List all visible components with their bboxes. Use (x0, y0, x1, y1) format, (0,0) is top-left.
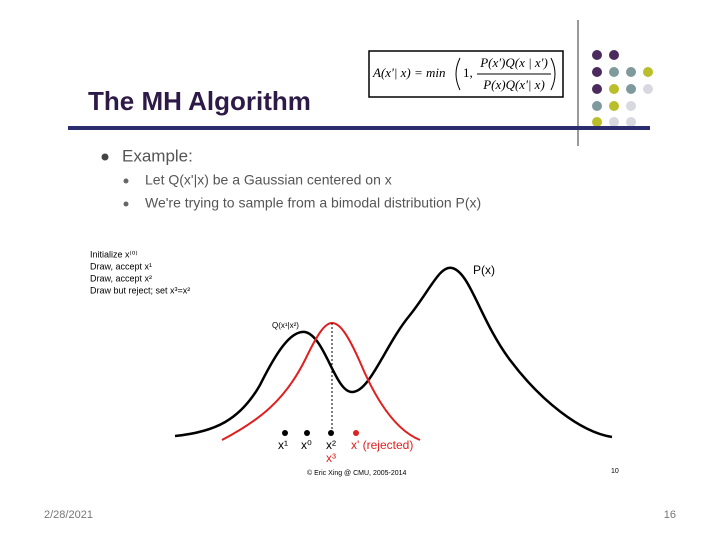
point-label: x' (rejected) (351, 438, 413, 452)
point-label: x² (326, 438, 336, 452)
step: Draw, accept x² (90, 273, 152, 283)
step: Draw but reject; set x³=x² (90, 285, 190, 295)
formula-lhs: A(x'| x) = min (372, 65, 446, 80)
figure: Initialize x⁽⁰⁾ Draw, accept x¹ Draw, ac… (90, 249, 619, 476)
bullet (101, 153, 109, 161)
rejected-point (353, 430, 359, 436)
formula-one: 1, (463, 65, 473, 80)
bullet (123, 178, 129, 184)
target-label: P(x) (473, 263, 495, 277)
bullet-item: We're trying to sample from a bimodal di… (145, 195, 481, 211)
repeat-label: x³ (326, 451, 336, 465)
bullet (123, 201, 129, 207)
sample-point (328, 430, 334, 436)
paren (550, 57, 556, 91)
decor-dots (592, 50, 653, 127)
formula: A(x'| x) = min 1, P(x')Q(x | x') P(x)Q(x… (368, 50, 564, 98)
proposal-label: Q(x¹|x²) (272, 321, 299, 330)
formula-numerator: P(x')Q(x | x') (479, 55, 548, 70)
bullet-heading: Example: (122, 146, 193, 165)
title-rule (68, 126, 650, 130)
step: Draw, accept x¹ (90, 261, 152, 271)
bullet-item: Let Q(x'|x) be a Gaussian centered on x (145, 172, 392, 188)
point-label: x¹ (278, 438, 288, 452)
step: Initialize x⁽⁰⁾ (90, 249, 138, 259)
point-label: x⁰ (301, 438, 312, 452)
title: The MH Algorithm (88, 86, 311, 116)
formula-box (368, 50, 564, 98)
sample-point (282, 430, 288, 436)
credit: © Eric Xing @ CMU, 2005-2014 (307, 469, 407, 477)
footer-date: 2/28/2021 (44, 509, 93, 521)
formula-denominator: P(x)Q(x'| x) (482, 77, 545, 92)
inner-page: 10 (611, 468, 619, 475)
footer-page: 16 (664, 509, 676, 521)
paren (455, 57, 461, 91)
sample-point (304, 430, 310, 436)
target-curve (174, 266, 613, 439)
